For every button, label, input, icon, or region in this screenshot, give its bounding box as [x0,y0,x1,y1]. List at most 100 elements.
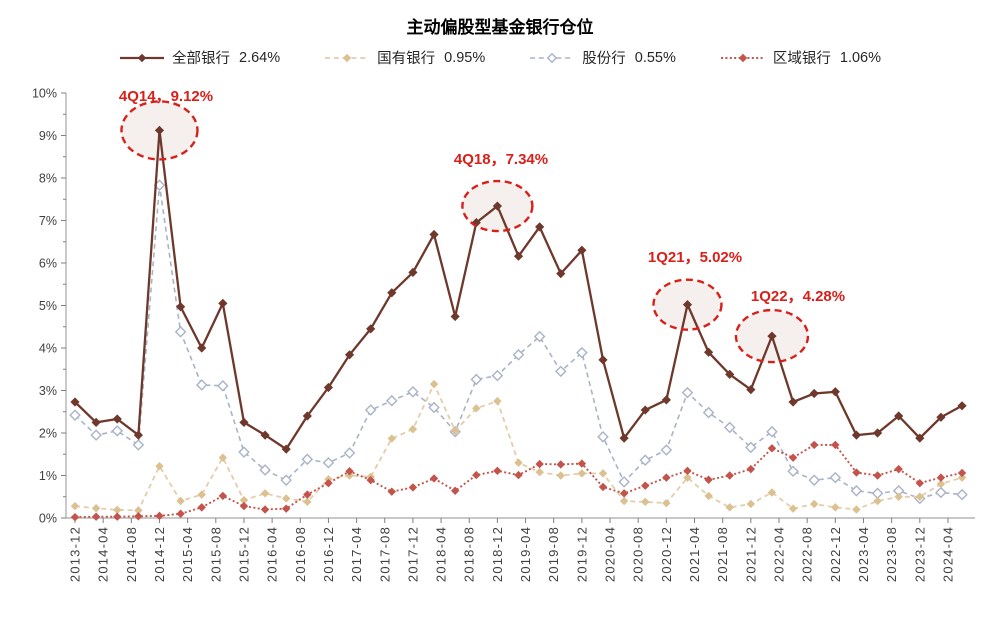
data-point-marker [113,505,122,515]
data-point-marker [936,479,946,489]
data-point-marker [302,411,312,421]
x-axis-tick-label: 2020-08 [631,526,646,582]
data-point-marker [556,460,565,469]
annotation-ellipse [734,308,810,364]
chart-title: 主动偏股型基金银行仓位 [406,18,594,37]
data-point-marker [661,395,671,405]
data-point-marker [660,444,673,456]
x-axis-tick-label: 2023-12 [912,526,927,582]
data-point-marker [111,425,124,437]
data-point-marker [915,433,925,443]
data-point-marker [535,467,544,477]
data-point-marker [598,355,608,365]
data-point-marker [809,388,819,399]
data-point-marker [387,434,396,443]
data-point-marker [956,488,968,501]
data-point-marker [408,267,418,277]
y-axis-tick-label: 4% [39,342,57,356]
data-point-marker [260,489,270,498]
x-axis-tick-label: 2019-04 [518,526,533,582]
data-point-marker [239,495,249,505]
y-axis-tick-label: 5% [39,299,57,313]
x-axis-tick-label: 2015-08 [208,526,223,582]
data-point-marker [577,469,587,478]
data-point-marker [470,373,483,386]
x-axis-tick-label: 2018-04 [434,526,449,582]
data-point-marker [112,414,122,424]
data-point-marker [746,385,756,395]
data-point-marker [366,475,375,485]
data-point-marker [429,379,439,389]
x-axis-tick-label: 2015-12 [236,526,251,582]
y-axis-tick-label: 0% [39,512,57,526]
data-point-marker [535,459,544,469]
data-point-marker [787,465,799,478]
data-point-marker [491,369,504,382]
data-point-marker [936,412,946,422]
data-point-marker [280,474,292,486]
data-point-marker [471,218,481,228]
data-point-marker [851,430,862,440]
data-point-marker [345,471,354,480]
data-point-marker [766,425,778,438]
data-point-marker [387,288,397,298]
legend-swatch-total-banks [120,53,164,62]
data-point-marker [90,429,102,441]
data-point-marker [641,481,650,490]
x-axis-tick-label: 2014-04 [96,526,111,582]
data-point-marker [514,458,523,467]
x-axis-tick-label: 2019-08 [546,526,561,582]
data-point-marker [619,489,629,498]
data-point-marker [322,456,335,469]
legend-series-value: 0.95% [444,49,486,66]
data-point-marker [493,466,502,476]
data-point-marker [533,330,546,343]
data-point-marker [450,426,460,436]
data-point-marker [662,473,671,482]
data-point-marker [683,473,692,482]
legend-series-name: 股份行 [582,51,626,67]
y-axis-tick-label: 10% [32,87,57,101]
data-point-marker [70,512,80,522]
data-point-marker [195,379,208,391]
data-point-marker [767,331,777,341]
legend-series-value: 1.06% [839,49,881,66]
data-point-marker [429,474,439,483]
data-point-marker [831,503,840,512]
data-point-marker [176,302,186,312]
legend-item-state-owned-banks: 国有银行 0.95% [324,47,485,68]
y-axis-tick-label: 1% [39,469,57,483]
data-point-marker [91,417,101,427]
data-point-marker [894,464,903,474]
data-point-marker [871,487,884,500]
data-point-marker [513,251,524,261]
data-point-marker [281,444,291,454]
data-point-marker [70,501,80,511]
legend-series-name: 国有银行 [377,51,436,67]
legend-series-value: 2.64% [239,49,281,66]
data-point-marker [303,490,312,499]
data-point-marker [343,447,356,459]
x-axis-tick-label: 2017-08 [377,526,392,582]
data-point-marker [91,512,101,521]
x-axis-tick-label: 2018-08 [462,526,477,582]
y-axis-tick-label: 8% [39,172,57,186]
data-point-marker [514,470,523,480]
data-point-marker [640,405,650,415]
data-point-marker [576,346,588,359]
data-point-marker [91,504,101,513]
legend-item-total-banks: 全部银行 2.64% [119,47,280,68]
series-joint-stock-banks [69,179,968,505]
data-point-marker [260,505,270,514]
legend-series-value: 0.55% [634,49,676,66]
data-point-marker [745,441,757,454]
data-point-marker [746,499,756,509]
data-point-marker [69,409,81,421]
x-axis-tick-label: 2020-12 [659,526,674,582]
data-point-marker [738,53,748,62]
data-point-marker [662,498,671,508]
data-point-marker [702,406,715,419]
x-axis-tick-label: 2020-04 [603,526,618,582]
data-point-marker [472,470,481,480]
annotation-ellipse [461,179,534,233]
